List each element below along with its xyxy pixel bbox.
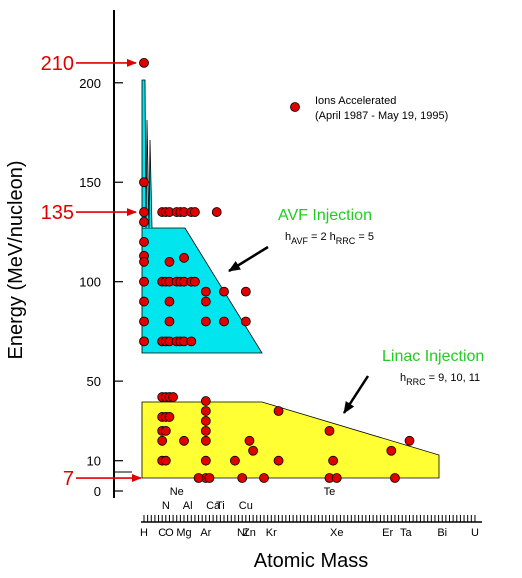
data-point	[211, 207, 222, 217]
x-element-label: Kr	[266, 527, 277, 539]
y-tick-label: 0	[94, 484, 101, 499]
data-point	[200, 286, 211, 297]
data-point	[190, 276, 200, 287]
legend-label-line1: Ions Accelerated	[315, 95, 396, 107]
y-tick-label: 100	[79, 275, 101, 290]
data-point	[139, 217, 149, 227]
x-element-label-upper: N	[162, 500, 170, 512]
energy-marker-label: 210	[41, 53, 74, 75]
energy-marker-label: 7	[63, 468, 74, 490]
y-tick-label: 10	[87, 454, 101, 469]
data-point	[219, 316, 229, 327]
data-point	[386, 445, 397, 456]
data-point	[139, 256, 149, 267]
data-point	[193, 473, 204, 483]
x-element-label: Ta	[400, 527, 413, 539]
x-element-label-top: Te	[324, 486, 336, 498]
data-point	[200, 396, 211, 406]
linac-pointer-arrow	[342, 375, 370, 414]
x-element-label-upper: Ca	[206, 500, 221, 512]
y-tick-label: 50	[87, 374, 101, 389]
data-point	[164, 256, 175, 267]
x-element-label-upper: Al	[183, 500, 193, 512]
x-axis-label: Atomic Mass	[254, 550, 368, 572]
x-element-label-upper: Ti	[216, 500, 225, 512]
data-point	[139, 237, 149, 247]
data-point	[200, 406, 211, 416]
avf-injection-title: AVF Injection	[278, 207, 372, 224]
linac-harmonic-formula: hRRC = 9, 10, 11	[400, 372, 480, 387]
x-element-label-upper: Cu	[239, 500, 253, 512]
data-point	[200, 316, 211, 327]
data-point	[139, 316, 149, 327]
x-element-label: Ni	[237, 527, 247, 539]
data-point	[160, 425, 171, 436]
avf-harmonic-formula: hAVF = 2 hRRC = 5	[285, 231, 374, 246]
data-point	[164, 296, 175, 307]
data-point	[259, 473, 269, 483]
data-point	[168, 392, 178, 402]
data-point	[139, 336, 149, 347]
data-point	[230, 455, 240, 466]
data-point	[139, 207, 149, 217]
legend-marker	[290, 102, 300, 112]
data-point	[200, 435, 211, 446]
energy-markers: 210 135 7	[41, 53, 142, 490]
data-points	[139, 58, 415, 483]
data-point	[200, 425, 211, 436]
data-point	[164, 412, 175, 422]
y-tick-label: 150	[79, 175, 101, 190]
data-point	[139, 276, 149, 287]
avf-energy-spikes	[141, 79, 153, 229]
data-point	[273, 455, 284, 466]
data-point	[240, 316, 251, 327]
data-point	[331, 473, 342, 483]
data-point	[179, 435, 189, 446]
data-point	[139, 296, 149, 307]
data-point	[139, 58, 149, 68]
data-point	[164, 316, 175, 327]
linac-injection-title: Linac Injection	[382, 348, 484, 365]
x-element-label: Er	[382, 527, 393, 539]
data-point	[248, 445, 259, 456]
data-point	[200, 416, 211, 426]
data-point	[157, 435, 168, 446]
linac-injection-region	[141, 401, 440, 479]
x-element-label: Ar	[200, 527, 211, 539]
data-point	[328, 455, 339, 466]
data-point	[200, 296, 211, 307]
data-point	[237, 473, 248, 483]
data-point	[244, 435, 255, 446]
data-point	[139, 177, 149, 188]
data-point	[190, 207, 200, 217]
data-point	[404, 435, 415, 446]
data-point	[186, 336, 197, 347]
x-element-label: C	[158, 527, 166, 539]
x-element-label-top: Ne	[170, 486, 184, 498]
x-element-label: Bi	[437, 527, 447, 539]
data-point	[179, 252, 189, 263]
data-point	[204, 473, 215, 483]
y-axis-ticks: 0 10 50 100 150 200	[79, 76, 132, 499]
data-point	[160, 455, 171, 466]
x-element-label: H	[140, 527, 148, 539]
x-element-label: Zn	[243, 527, 256, 539]
x-element-label: U	[471, 527, 479, 539]
x-element-label: Xe	[330, 527, 343, 539]
y-axis-label: Energy (MeV/nucleon)	[5, 161, 27, 360]
data-point	[273, 406, 284, 416]
avf-pointer-arrow	[228, 245, 269, 273]
legend-label-line2: (April 1987 - May 19, 1995)	[315, 110, 448, 122]
data-point	[200, 455, 211, 466]
y-tick-label: 200	[79, 76, 101, 91]
data-point	[240, 286, 251, 297]
energy-marker-label: 135	[41, 202, 74, 224]
x-element-label: Mg	[176, 527, 191, 539]
data-point	[324, 425, 335, 436]
x-element-label: O	[165, 527, 174, 539]
data-point	[219, 286, 229, 297]
data-point	[390, 473, 400, 483]
